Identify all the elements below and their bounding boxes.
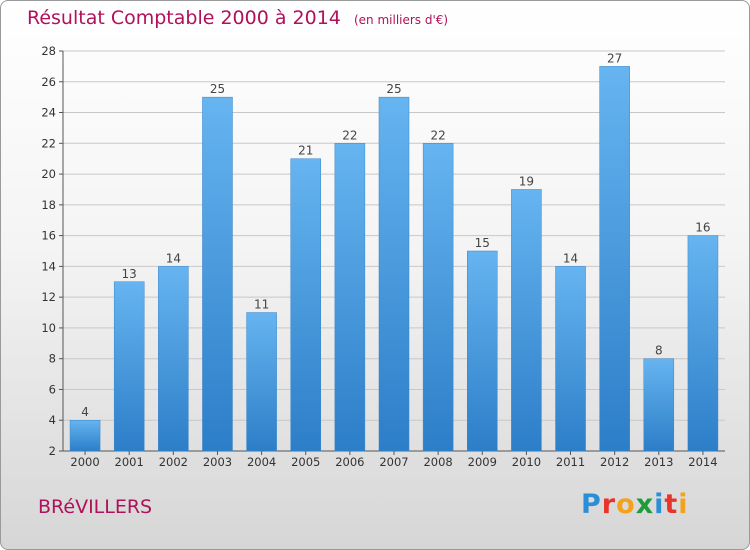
bar-2004 bbox=[246, 312, 277, 452]
y-tick-label: 4 bbox=[49, 413, 56, 427]
data-label-2011: 14 bbox=[563, 251, 578, 265]
y-tick-label: 24 bbox=[41, 106, 56, 120]
y-tick-label: 8 bbox=[49, 352, 56, 366]
logo-letter: P bbox=[581, 489, 602, 520]
y-tick-label: 18 bbox=[41, 198, 56, 212]
y-tick-label: 20 bbox=[41, 167, 56, 181]
logo-letter: i bbox=[678, 489, 689, 520]
y-tick-label: 12 bbox=[41, 290, 56, 304]
y-tick-label: 22 bbox=[41, 136, 56, 150]
bar-2009 bbox=[467, 250, 498, 452]
y-tick-label: 6 bbox=[49, 382, 56, 396]
bar-2003 bbox=[202, 96, 233, 452]
bar-2000 bbox=[69, 419, 101, 452]
data-label-2006: 22 bbox=[342, 128, 357, 142]
x-tick-label-2000: 2000 bbox=[70, 455, 99, 469]
data-label-2012: 27 bbox=[607, 51, 622, 65]
data-label-2005: 21 bbox=[298, 144, 313, 158]
x-tick-label-2004: 2004 bbox=[247, 455, 276, 469]
chart-subtitle: (en milliers d'€) bbox=[353, 13, 449, 27]
commune-name: BRéVILLERS bbox=[38, 496, 153, 518]
bar-2013 bbox=[643, 358, 675, 452]
x-tick-label-2003: 2003 bbox=[203, 455, 232, 469]
bar-2006 bbox=[334, 143, 366, 452]
data-label-2013: 8 bbox=[655, 344, 663, 358]
bar-2011 bbox=[555, 266, 586, 452]
data-label-2008: 22 bbox=[430, 128, 445, 142]
y-tick-label: 16 bbox=[41, 229, 56, 243]
logo-letter: i bbox=[654, 489, 665, 520]
logo-letter: x bbox=[635, 489, 655, 520]
data-label-2010: 19 bbox=[519, 174, 534, 188]
bar-2012 bbox=[599, 66, 630, 452]
data-label-2001: 13 bbox=[122, 267, 137, 281]
x-tick-label-2012: 2012 bbox=[600, 455, 629, 469]
data-label-2002: 14 bbox=[166, 251, 181, 265]
x-tick-label-2014: 2014 bbox=[688, 455, 717, 469]
data-label-2003: 25 bbox=[210, 82, 225, 96]
x-tick-label-2007: 2007 bbox=[379, 455, 408, 469]
bar-2010 bbox=[511, 189, 542, 452]
x-tick-label-2005: 2005 bbox=[291, 455, 320, 469]
proxiti-logo[interactable]: Proxiti bbox=[581, 489, 689, 520]
x-tick-label-2008: 2008 bbox=[423, 455, 452, 469]
logo-letter: r bbox=[601, 489, 617, 520]
bar-2014 bbox=[687, 235, 719, 452]
labels: 2468101214161820222426284200013200114200… bbox=[41, 44, 717, 469]
bars bbox=[69, 66, 719, 452]
chart-title: Résultat Comptable 2000 à 2014 bbox=[27, 7, 341, 29]
y-tick-label: 28 bbox=[41, 44, 56, 58]
data-label-2000: 4 bbox=[81, 405, 89, 419]
y-tick-label: 10 bbox=[41, 321, 56, 335]
x-tick-label-2011: 2011 bbox=[556, 455, 585, 469]
x-tick-label-2001: 2001 bbox=[115, 455, 144, 469]
x-tick-label-2010: 2010 bbox=[512, 455, 541, 469]
logo-letter: t bbox=[664, 489, 679, 520]
x-tick-label-2006: 2006 bbox=[335, 455, 364, 469]
x-tick-label-2002: 2002 bbox=[159, 455, 188, 469]
bar-2002 bbox=[158, 266, 189, 452]
data-label-2004: 11 bbox=[254, 298, 269, 312]
data-label-2007: 25 bbox=[386, 82, 401, 96]
x-tick-label-2013: 2013 bbox=[644, 455, 673, 469]
y-tick-label: 26 bbox=[41, 75, 56, 89]
bar-2008 bbox=[422, 143, 454, 452]
bar-2005 bbox=[290, 158, 321, 452]
y-tick-label: 14 bbox=[41, 259, 56, 273]
title-row: Résultat Comptable 2000 à 2014 (en milli… bbox=[27, 7, 448, 29]
y-tick-label: 2 bbox=[49, 444, 56, 458]
x-tick-label-2009: 2009 bbox=[468, 455, 497, 469]
bar-2007 bbox=[378, 96, 410, 452]
data-label-2014: 16 bbox=[695, 221, 710, 235]
data-label-2009: 15 bbox=[475, 236, 490, 250]
bar-2001 bbox=[113, 281, 145, 452]
logo-letter: o bbox=[616, 489, 636, 520]
